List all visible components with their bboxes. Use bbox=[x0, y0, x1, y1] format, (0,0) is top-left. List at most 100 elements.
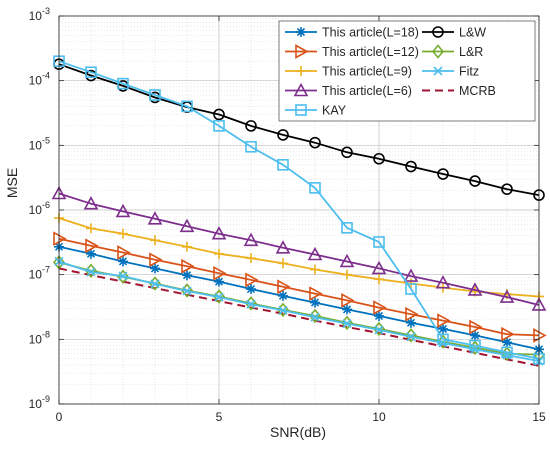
data-point bbox=[86, 248, 96, 259]
data-point bbox=[307, 246, 323, 261]
data-point bbox=[86, 267, 96, 277]
data-point bbox=[214, 292, 224, 302]
y-tick-labels: 10-9 10-8 10-7 10-6 10-5 10-4 10-3 bbox=[29, 6, 50, 411]
data-point bbox=[437, 333, 449, 346]
data-point bbox=[403, 268, 419, 282]
data-point bbox=[214, 248, 224, 259]
data-point bbox=[342, 304, 352, 315]
data-point bbox=[117, 77, 129, 90]
data-point bbox=[246, 299, 256, 309]
data-point bbox=[86, 223, 96, 234]
data-point bbox=[277, 129, 289, 141]
data-point bbox=[118, 256, 128, 267]
data-point bbox=[469, 339, 481, 352]
data-point bbox=[116, 269, 130, 284]
data-point bbox=[245, 120, 257, 132]
axis-ticks bbox=[58, 15, 540, 405]
legend-item: This article(L=9) bbox=[285, 65, 412, 79]
series-line bbox=[58, 237, 540, 337]
series-this-article-l-6 bbox=[51, 185, 547, 311]
data-point bbox=[309, 286, 323, 301]
data-point bbox=[181, 100, 193, 113]
series-line bbox=[58, 245, 540, 351]
data-point bbox=[310, 297, 320, 308]
data-point bbox=[246, 284, 256, 295]
data-point bbox=[149, 252, 163, 268]
data-point bbox=[150, 235, 160, 246]
series-line bbox=[58, 217, 540, 298]
y-tick-label: 10-6 bbox=[29, 200, 50, 217]
legend-box bbox=[278, 20, 536, 122]
data-point bbox=[501, 346, 513, 359]
y-tick-label: 10-8 bbox=[29, 329, 50, 346]
series-layer bbox=[51, 55, 547, 367]
data-point bbox=[374, 274, 384, 285]
data-point bbox=[83, 196, 99, 210]
y-axis-label: MSE bbox=[4, 168, 20, 198]
data-point bbox=[182, 241, 192, 252]
legend-marker bbox=[296, 27, 306, 37]
legend-item: This article(L=18) bbox=[285, 26, 419, 40]
data-point bbox=[371, 260, 387, 275]
series-line bbox=[58, 192, 540, 306]
data-point bbox=[405, 306, 419, 322]
data-point bbox=[435, 275, 451, 289]
data-point bbox=[469, 175, 481, 187]
series-this-article-l-9 bbox=[54, 213, 544, 302]
data-point bbox=[117, 245, 131, 260]
data-point bbox=[469, 319, 483, 335]
data-point bbox=[437, 168, 449, 180]
y-tick-label: 10-7 bbox=[29, 265, 50, 282]
data-point bbox=[406, 317, 416, 328]
data-point bbox=[245, 140, 257, 153]
data-point bbox=[533, 328, 547, 343]
data-point bbox=[85, 66, 97, 79]
data-point bbox=[467, 282, 483, 296]
series-fitz bbox=[54, 256, 544, 366]
data-point bbox=[341, 222, 353, 234]
y-tick-label: 10-5 bbox=[29, 135, 50, 152]
data-point bbox=[246, 253, 256, 264]
data-point bbox=[405, 160, 417, 173]
data-point bbox=[309, 182, 321, 194]
data-point bbox=[501, 326, 515, 342]
data-point bbox=[310, 312, 320, 322]
data-point bbox=[501, 183, 513, 195]
data-point bbox=[339, 253, 355, 268]
data-point bbox=[85, 238, 99, 254]
x-tick-label: 15 bbox=[532, 410, 546, 424]
data-point bbox=[211, 226, 227, 240]
x-tick-labels: 0 5 10 15 bbox=[56, 410, 546, 424]
series-line bbox=[58, 63, 540, 196]
data-point bbox=[342, 269, 352, 280]
series-line bbox=[58, 267, 540, 367]
legend-marker bbox=[295, 44, 309, 59]
legend-label: This article(L=18) bbox=[322, 26, 419, 40]
data-point bbox=[275, 240, 291, 254]
data-point bbox=[181, 258, 195, 274]
data-point bbox=[373, 300, 387, 315]
data-point bbox=[278, 258, 288, 269]
series-line bbox=[58, 260, 540, 362]
x-tick-label: 10 bbox=[372, 410, 386, 424]
data-point bbox=[213, 265, 227, 281]
data-point bbox=[214, 276, 224, 287]
series-this-article-l-12 bbox=[53, 231, 547, 343]
data-point bbox=[470, 330, 480, 341]
series-mcrb bbox=[58, 267, 540, 367]
legend-label: L&R bbox=[459, 45, 483, 59]
legend-marker bbox=[296, 66, 306, 76]
data-point bbox=[373, 152, 385, 165]
data-point bbox=[150, 263, 160, 274]
legend-item: L&W bbox=[422, 26, 486, 40]
legend-marker bbox=[293, 82, 309, 97]
data-point bbox=[309, 136, 321, 149]
data-point bbox=[118, 271, 128, 281]
legend-item: KAY bbox=[285, 104, 347, 118]
legend-marker bbox=[431, 44, 445, 59]
data-point bbox=[310, 264, 320, 275]
data-point bbox=[245, 272, 259, 288]
data-point bbox=[437, 313, 451, 328]
